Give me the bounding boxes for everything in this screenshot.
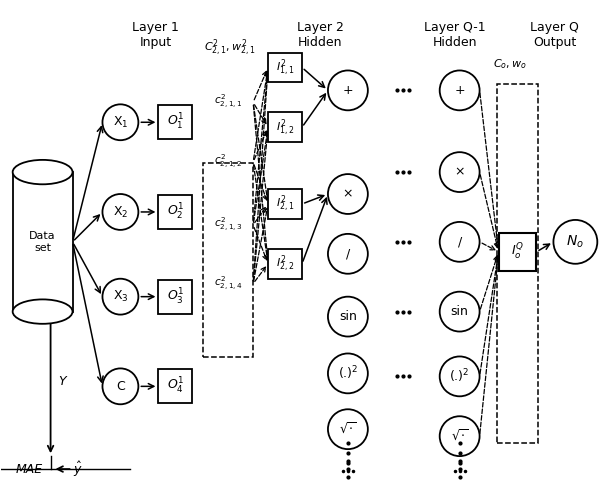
- Bar: [268, 249, 302, 279]
- Text: MAE: MAE: [16, 463, 43, 476]
- Text: Layer Q-1
Hidden: Layer Q-1 Hidden: [424, 21, 485, 49]
- Circle shape: [328, 296, 368, 336]
- Bar: [158, 280, 192, 314]
- Circle shape: [328, 353, 368, 393]
- Circle shape: [553, 220, 598, 264]
- Text: sin: sin: [339, 310, 357, 323]
- Bar: [268, 112, 302, 142]
- Circle shape: [328, 409, 368, 449]
- Circle shape: [102, 368, 138, 404]
- Text: $c^2_{2,1,4}$: $c^2_{2,1,4}$: [214, 275, 242, 293]
- Text: $I^2_{2,2}$: $I^2_{2,2}$: [276, 254, 295, 274]
- Text: $c^2_{2,1,3}$: $c^2_{2,1,3}$: [214, 216, 242, 234]
- Text: ×: ×: [342, 187, 353, 201]
- Text: $\hat{y}$: $\hat{y}$: [73, 459, 82, 479]
- Text: (.)$^2$: (.)$^2$: [450, 368, 470, 385]
- Text: $O_4^1$: $O_4^1$: [167, 376, 184, 396]
- Text: $N_o$: $N_o$: [567, 234, 584, 250]
- Text: $\sqrt{\cdot}$: $\sqrt{\cdot}$: [451, 428, 468, 444]
- Text: $c^2_{2,1,2}$: $c^2_{2,1,2}$: [214, 153, 242, 171]
- Text: Data
set: Data set: [29, 231, 56, 253]
- Text: X$_1$: X$_1$: [113, 115, 128, 130]
- Circle shape: [328, 234, 368, 274]
- Text: +: +: [454, 84, 465, 97]
- Bar: [158, 195, 192, 229]
- Text: $I^2_{1,2}$: $I^2_{1,2}$: [276, 117, 295, 138]
- Text: $C_o, w_o$: $C_o, w_o$: [493, 57, 527, 71]
- Text: Y: Y: [59, 375, 66, 388]
- Ellipse shape: [13, 299, 73, 324]
- Text: /: /: [346, 247, 350, 260]
- Text: $O_2^1$: $O_2^1$: [167, 202, 184, 222]
- Text: $I^2_{1,1}$: $I^2_{1,1}$: [276, 57, 295, 78]
- Text: $C^2_{2,1}, w^2_{2,1}$: $C^2_{2,1}, w^2_{2,1}$: [204, 37, 256, 58]
- Text: $I^2_{2,1}$: $I^2_{2,1}$: [276, 194, 295, 214]
- Bar: [158, 106, 192, 139]
- Circle shape: [440, 292, 479, 332]
- Bar: [496, 84, 539, 443]
- Bar: [268, 189, 302, 219]
- Text: Layer 1
Input: Layer 1 Input: [132, 21, 179, 49]
- Text: ×: ×: [454, 166, 465, 179]
- Circle shape: [328, 70, 368, 110]
- Circle shape: [440, 416, 479, 456]
- Text: /: /: [458, 235, 462, 248]
- Circle shape: [328, 174, 368, 214]
- Bar: [203, 162, 253, 357]
- Text: X$_3$: X$_3$: [113, 289, 128, 304]
- Text: $c^2_{2,1,1}$: $c^2_{2,1,1}$: [214, 94, 242, 111]
- Circle shape: [440, 70, 479, 110]
- Circle shape: [440, 357, 479, 396]
- Circle shape: [440, 222, 479, 262]
- Circle shape: [102, 279, 138, 315]
- Text: Layer 2
Hidden: Layer 2 Hidden: [296, 21, 344, 49]
- Text: +: +: [342, 84, 353, 97]
- Bar: [268, 53, 302, 82]
- Circle shape: [102, 104, 138, 140]
- Bar: [158, 369, 192, 403]
- Text: (.)$^2$: (.)$^2$: [338, 364, 358, 382]
- Text: X$_2$: X$_2$: [113, 204, 128, 219]
- Text: Layer Q
Output: Layer Q Output: [530, 21, 579, 49]
- Text: sin: sin: [451, 305, 468, 318]
- Circle shape: [440, 152, 479, 192]
- Text: $\sqrt{\cdot}$: $\sqrt{\cdot}$: [339, 422, 356, 437]
- Ellipse shape: [13, 160, 73, 184]
- Text: $O_1^1$: $O_1^1$: [167, 112, 184, 133]
- Text: C: C: [116, 380, 125, 393]
- FancyBboxPatch shape: [13, 172, 73, 311]
- Bar: [499, 233, 536, 271]
- Text: $O_3^1$: $O_3^1$: [167, 287, 184, 307]
- Circle shape: [102, 194, 138, 230]
- Text: $I^Q_o$: $I^Q_o$: [511, 242, 524, 262]
